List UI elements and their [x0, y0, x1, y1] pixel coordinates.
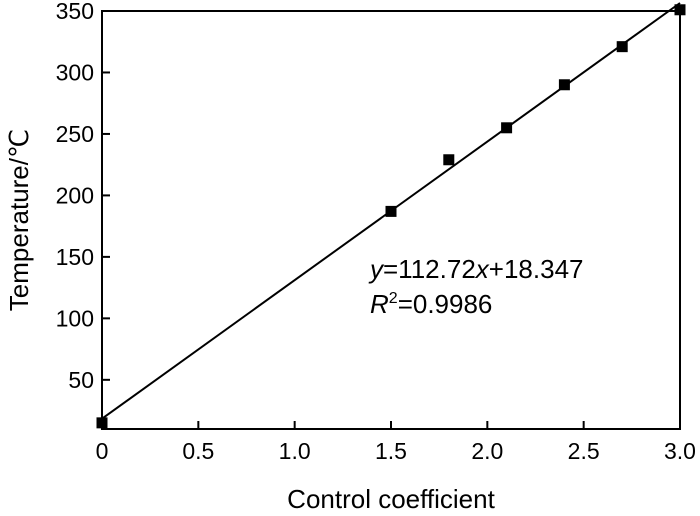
data-point: [558, 79, 570, 91]
x-tick-label: 0: [96, 438, 109, 464]
r-squared: R2=0.9986: [370, 289, 492, 319]
data-point: [443, 154, 455, 166]
x-tick-label: 1.0: [279, 438, 311, 464]
x-axis-ticks: 0 0.5 1.0 1.5 2.0 2.5 3.0: [96, 421, 696, 464]
y-tick-label: 150: [56, 244, 94, 270]
y-axis-ticks: 50 100 150 200 250 300 350: [56, 0, 110, 393]
y-tick-label: 250: [56, 121, 94, 147]
plot-frame: [101, 10, 681, 430]
r-superscript: 2: [389, 290, 398, 307]
x-axis-title: Control coefficient: [287, 484, 495, 514]
y-tick-label: 350: [56, 0, 94, 24]
y-tick-label: 200: [56, 182, 94, 208]
y-tick-label: 100: [56, 305, 94, 331]
data-point: [385, 205, 397, 217]
equation-y-var: y: [368, 254, 385, 284]
data-point: [616, 41, 628, 53]
y-tick-label: 50: [68, 367, 94, 393]
x-tick-label: 2.0: [471, 438, 503, 464]
equation-x-var: x: [474, 254, 490, 284]
equation-slope: =112.72: [383, 254, 476, 284]
x-tick-label: 3.0: [664, 438, 696, 464]
data-point: [674, 4, 686, 16]
data-point: [501, 122, 513, 134]
r-value: =0.9986: [398, 289, 493, 319]
equation-intercept: +18.347: [489, 254, 584, 284]
x-tick-label: 1.5: [375, 438, 407, 464]
x-tick-label: 0.5: [182, 438, 214, 464]
y-axis-title: Temperature/℃: [4, 129, 34, 311]
r-symbol: R: [370, 289, 389, 319]
x-tick-label: 2.5: [568, 438, 600, 464]
fit-equation: y=112.72x+18.347: [368, 254, 584, 284]
data-point: [96, 417, 108, 429]
data-points: [96, 4, 686, 429]
y-tick-label: 300: [56, 59, 94, 85]
